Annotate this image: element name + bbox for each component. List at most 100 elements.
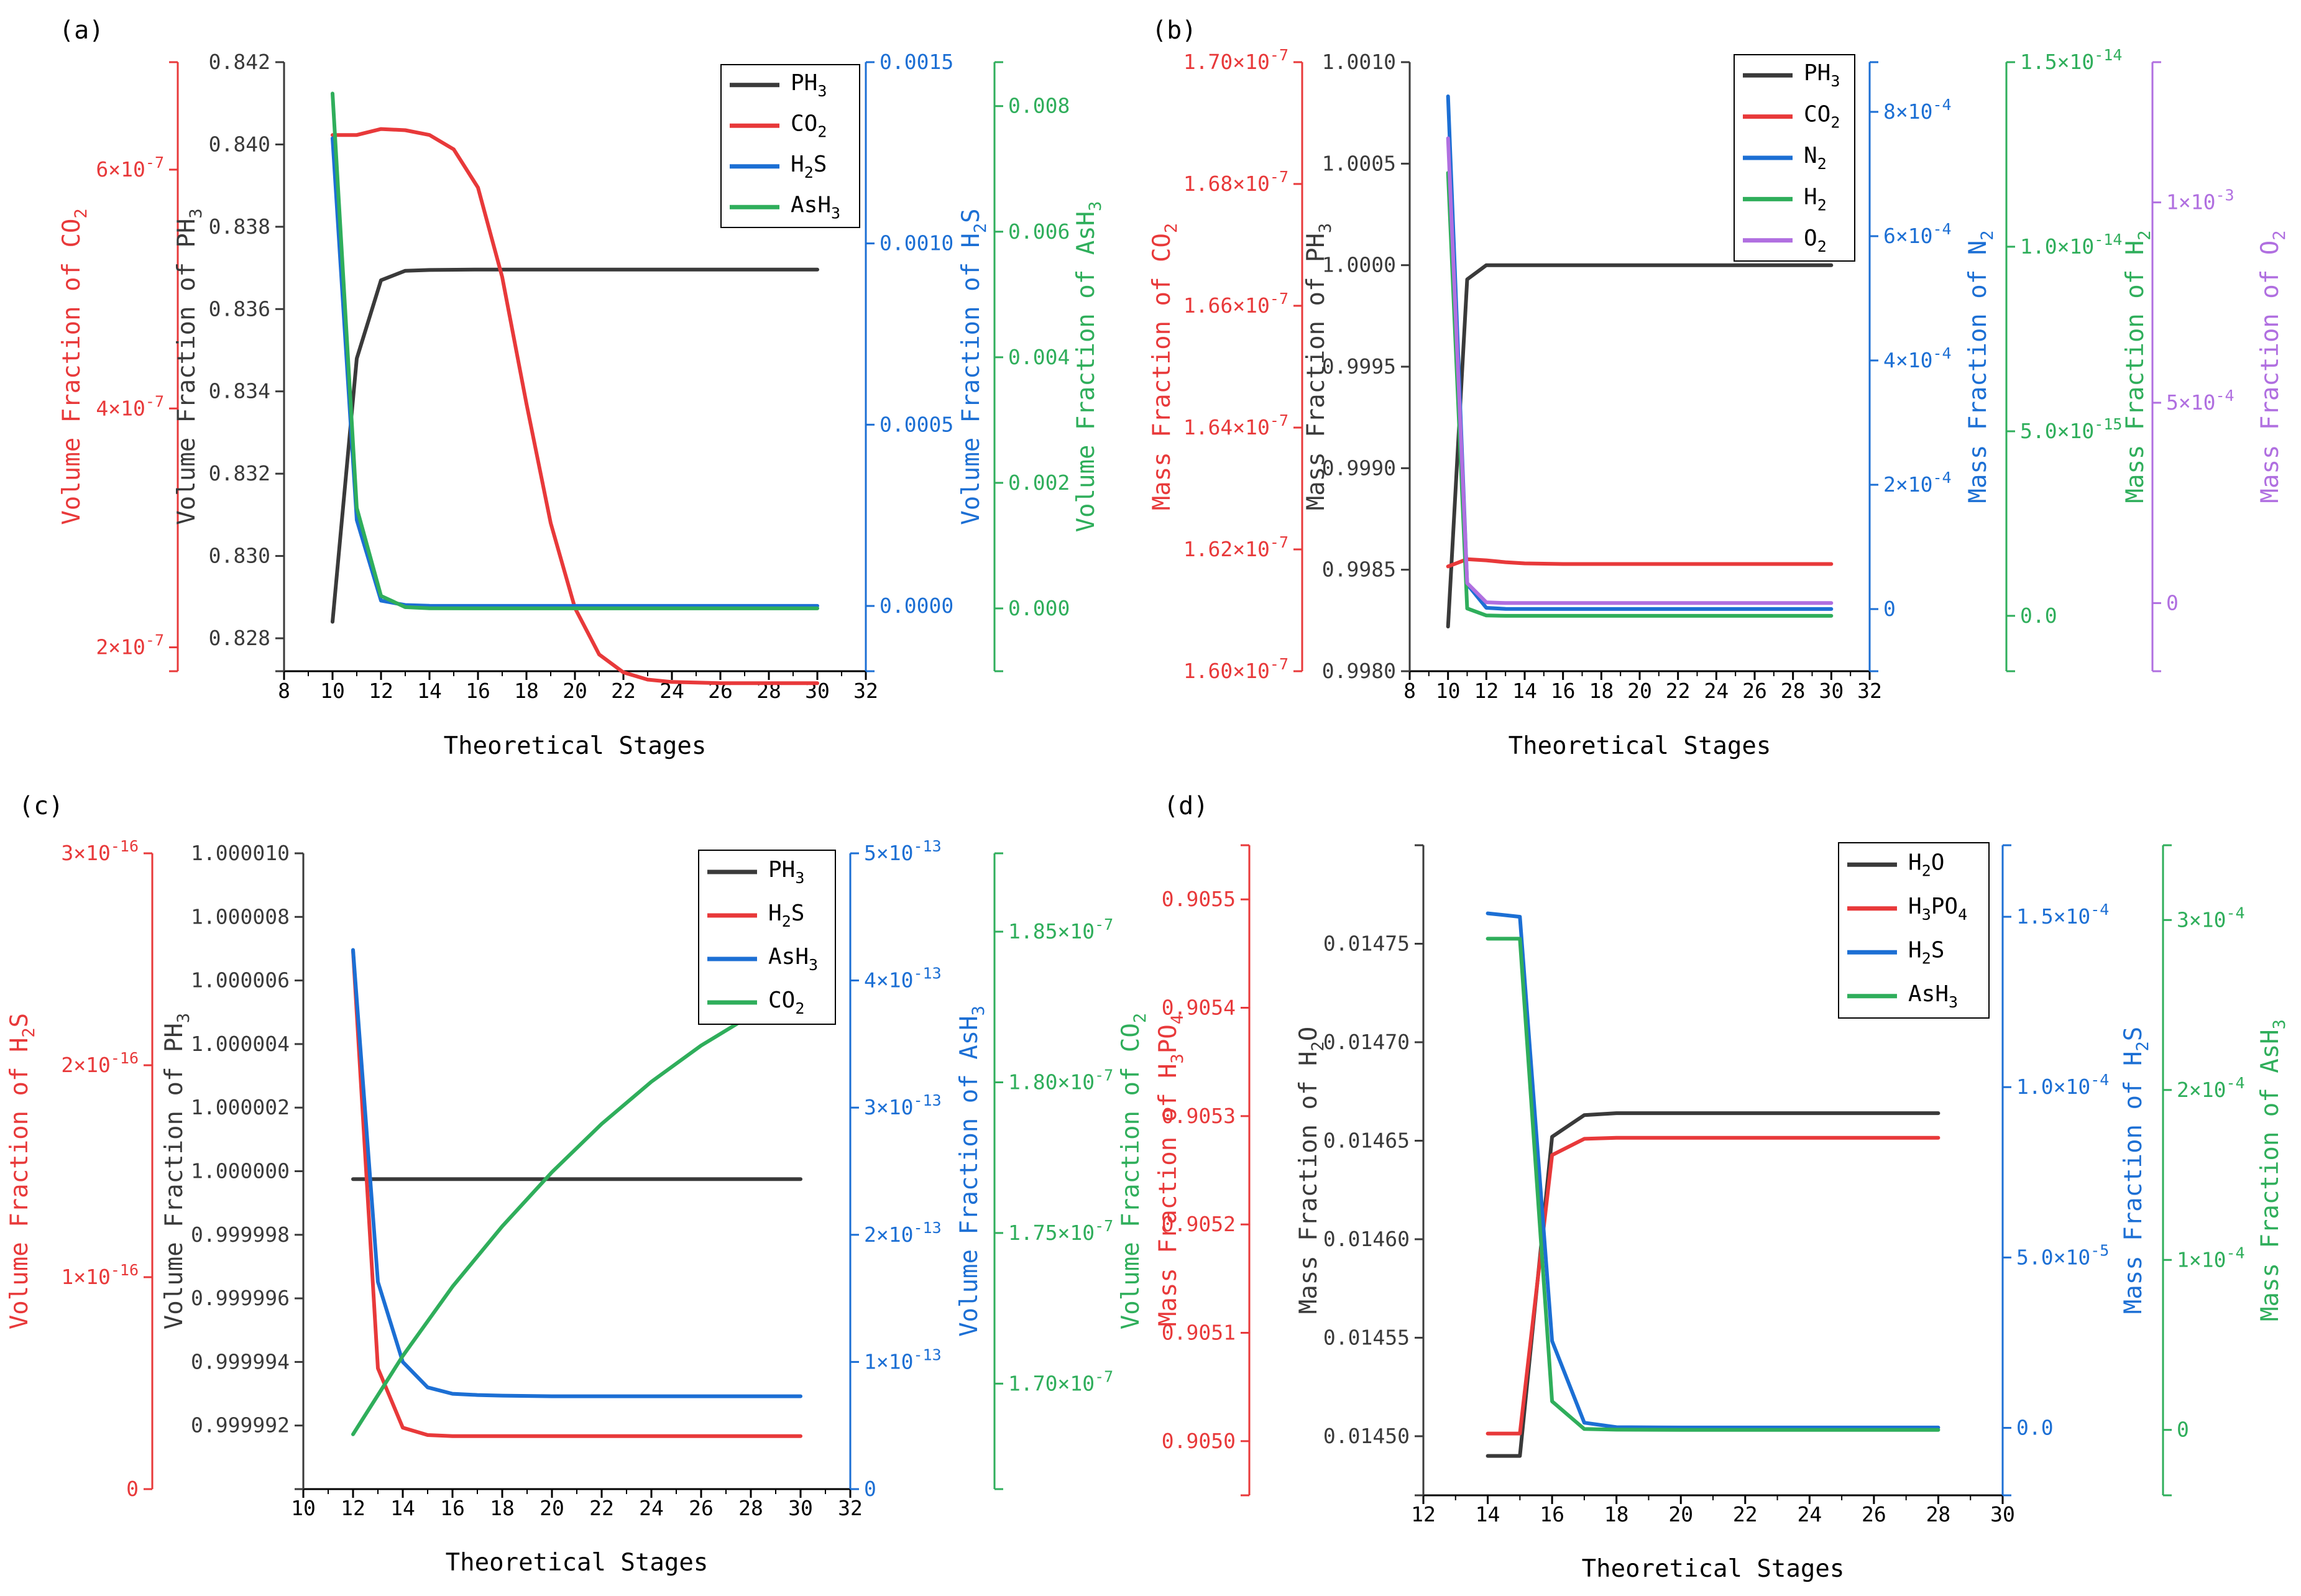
- y-tick-label: 5.0×10-15: [2020, 415, 2122, 443]
- y-axis-label: Mass Fraction of H2O: [1295, 1027, 1328, 1314]
- y-axis-green: 1.70×10-7 1.75×10-7 1.80×10-7 1.85×10-7 Volu…: [993, 852, 1150, 1490]
- y-tick-label: 1.60×10-7: [1183, 655, 1288, 683]
- series-line-ph3: [1446, 263, 1834, 629]
- y-tick-label: 0: [2166, 590, 2179, 615]
- y-tick-label: 0: [864, 1477, 876, 1501]
- x-tick-label: 30: [1819, 679, 1844, 703]
- y-tick-label: 0.0010: [880, 231, 953, 255]
- legend-label-ash3: AsH3: [791, 192, 840, 222]
- y-tick-label: 0.9053: [1162, 1104, 1236, 1128]
- y-tick-label: 0.0: [2020, 603, 2057, 628]
- x-tick-label: 30: [788, 1496, 813, 1520]
- x-tick-label: 22: [1666, 679, 1691, 703]
- y-tick-label: 1.64×10-7: [1183, 411, 1288, 439]
- y-tick-label: 5.0×10-5: [2016, 1241, 2109, 1269]
- y-tick-label: 0.999996: [191, 1286, 290, 1310]
- series-line-ash3: [351, 948, 802, 1398]
- x-tick-label: 20: [563, 679, 587, 703]
- y-axis-label: Mass Fraction of H2S: [2120, 1027, 2152, 1314]
- x-tick-label: 16: [1540, 1502, 1564, 1526]
- y-axis-label: Mass Fraction of H2: [2121, 231, 2154, 503]
- y-tick-label: 1.0×10-14: [2020, 231, 2122, 259]
- y-tick-label: 0.004: [1008, 345, 1070, 369]
- x-tick-label: 14: [1512, 679, 1537, 703]
- x-tick-label: 28: [1926, 1502, 1951, 1526]
- y-axis-label: Volume Fraction of H2S: [6, 1013, 39, 1329]
- y-tick-label: 0.0005: [880, 412, 953, 436]
- y-tick-label: 0.9980: [1322, 659, 1396, 683]
- y-tick-label: 0.9990: [1322, 456, 1396, 480]
- x-tick-label: 16: [466, 679, 490, 703]
- y-tick-label: 0.0000: [880, 594, 953, 618]
- y-axis-label: Mass Fraction of H3PO4: [1154, 1014, 1187, 1326]
- y-axis-label: Volume Fraction of CO2: [1117, 1013, 1150, 1329]
- legend-label-co2: CO2: [791, 111, 827, 140]
- legend-label-h2s: H2S: [791, 152, 827, 181]
- y-tick-label: 1.66×10-7: [1183, 290, 1288, 318]
- y-tick-label: 0.836: [209, 296, 270, 321]
- x-tick-label: 8: [1403, 679, 1416, 703]
- y-tick-label: 0.834: [209, 379, 270, 403]
- x-tick-label: 22: [611, 679, 636, 703]
- legend-label-ash3: AsH3: [1908, 981, 1958, 1011]
- series-line-h2s: [331, 136, 819, 608]
- legend: PH3 H2S AsH3 CO2: [698, 850, 836, 1025]
- legend-box: [698, 850, 836, 1025]
- x-tick-label: 18: [490, 1496, 515, 1520]
- panel-a: (a)8 10 12 14 16 18 20 22 24 26 28 30 32Theoretical …: [58, 16, 1105, 760]
- x-tick-label: 8: [278, 679, 290, 703]
- legend-label-co2: CO2: [768, 988, 804, 1017]
- legend: H2O H3PO4 H2S AsH3: [1838, 842, 1990, 1019]
- legend-label-co2: CO2: [1804, 102, 1840, 132]
- x-tick-label: 18: [1604, 1502, 1629, 1526]
- panel-b: (b) 8 10 12 14 16 18 20 22 24 26 28 30 32 Theoretical …: [1148, 16, 2289, 760]
- legend-label-ph3: PH3: [768, 857, 804, 887]
- x-tick-label: 22: [589, 1496, 614, 1520]
- y-tick-label: 2×10-4: [1883, 469, 1952, 497]
- x-axis-label: Theoretical Stages: [1582, 1555, 1845, 1583]
- x-axis-label: Theoretical Stages: [446, 1549, 709, 1577]
- x-tick-label: 28: [1781, 679, 1806, 703]
- y-tick-label: 0.9050: [1162, 1429, 1236, 1453]
- y-tick-label: 0.9055: [1162, 887, 1236, 911]
- y-tick-label: 1.62×10-7: [1183, 533, 1288, 561]
- y-tick-label: 2×10-13: [864, 1219, 942, 1247]
- y-tick-label: 0.840: [209, 132, 270, 156]
- y-axis-blue: 0.0 5.0×10-5 1.0×10-4 1.5×10-4 Mass Fraction…: [2001, 844, 2152, 1497]
- y-tick-label: 0.01455: [1323, 1325, 1410, 1349]
- y-tick-label: 1×10-16: [61, 1261, 139, 1289]
- y-tick-label: 1×10-4: [2177, 1244, 2245, 1272]
- x-tick-label: 22: [1733, 1502, 1758, 1526]
- y-axis-blue: 0.0000 0.0005 0.0010 0.0015 Volume Fraction …: [865, 50, 990, 672]
- y-tick-label: 1.000004: [191, 1032, 290, 1056]
- y-axis-green: 0.0 5.0×10-15 1.0×10-14 1.5×10-14 Mass Fract…: [2005, 46, 2154, 672]
- y-tick-label: 1.80×10-7: [1008, 1066, 1113, 1094]
- x-tick-label: 14: [417, 679, 442, 703]
- y-axis-black: 0.828 0.830 0.832 0.834 0.836 0.838 0.840 0.842…: [173, 50, 285, 672]
- y-tick-label: 8×10-4: [1883, 96, 1952, 124]
- y-tick-label: 0.01450: [1323, 1424, 1410, 1448]
- x-axis-label: Theoretical Stages: [1509, 732, 1771, 760]
- series-line-h3po4: [1486, 1135, 1940, 1436]
- y-axis-label: Volume Fraction of AsH3: [955, 1006, 988, 1337]
- y-tick-label: 1.0×10-4: [2016, 1071, 2109, 1099]
- x-tick-label: 12: [1411, 1502, 1436, 1526]
- panel-label: (b): [1152, 16, 1196, 45]
- y-axis-label: Volume Fraction of PH3: [173, 208, 206, 525]
- legend-label-ash3: AsH3: [768, 944, 818, 974]
- y-tick-label: 5×10-13: [864, 837, 942, 865]
- y-tick-label: 1.5×10-4: [2016, 901, 2109, 929]
- y-tick-label: 1.000010: [191, 841, 290, 865]
- y-tick-label: 1.0000: [1322, 253, 1396, 277]
- y-tick-label: 1.5×10-14: [2020, 46, 2122, 74]
- series-line-ph3: [331, 267, 819, 624]
- y-tick-label: 3×10-13: [864, 1091, 942, 1119]
- y-tick-label: 0.01470: [1323, 1030, 1410, 1054]
- y-axis-label: Volume Fraction of H2S: [957, 208, 990, 525]
- y-tick-label: 1.000006: [191, 968, 290, 993]
- y-tick-label: 0.830: [209, 544, 270, 568]
- y-axis-label: Volume Fraction of CO2: [58, 208, 91, 525]
- legend: PH3 CO2 N2 H2 O2: [1734, 54, 1855, 262]
- legend-label-h2s: H2S: [1908, 937, 1944, 967]
